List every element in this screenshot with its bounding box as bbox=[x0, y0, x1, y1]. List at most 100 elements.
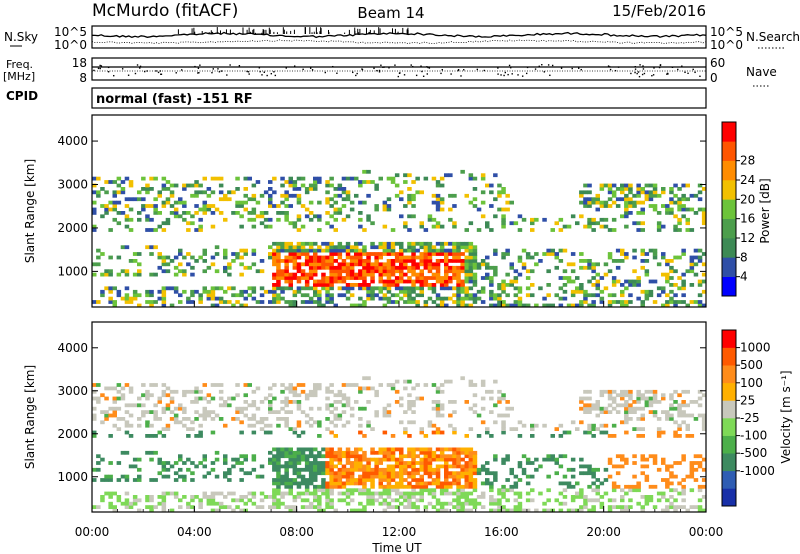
power-cell bbox=[697, 197, 703, 202]
velocity-cell bbox=[575, 495, 580, 499]
power-cell bbox=[247, 286, 252, 291]
velocity-cell bbox=[624, 505, 629, 509]
velocity-cell bbox=[472, 484, 478, 489]
power-cell bbox=[210, 289, 216, 294]
velocity-cell bbox=[304, 413, 310, 418]
velocity-cell bbox=[439, 488, 445, 493]
power-cell bbox=[366, 252, 371, 256]
velocity-cell bbox=[337, 474, 343, 479]
freq-sample bbox=[687, 72, 689, 75]
velocity-cell bbox=[317, 464, 322, 469]
power-cell bbox=[444, 303, 449, 308]
power-cell bbox=[218, 211, 224, 215]
velocity-cell bbox=[337, 467, 343, 472]
velocity-cell bbox=[407, 474, 412, 479]
velocity-cell bbox=[452, 481, 457, 486]
power-cell bbox=[308, 241, 314, 246]
power-cell bbox=[444, 262, 449, 267]
velocity-cell bbox=[677, 491, 682, 496]
power-cell bbox=[227, 190, 232, 195]
power-cell bbox=[431, 276, 437, 280]
power-cell bbox=[411, 289, 416, 294]
power-cell bbox=[202, 190, 207, 195]
power-cell bbox=[689, 262, 695, 267]
power-cell bbox=[611, 279, 617, 284]
power-cell bbox=[431, 193, 437, 198]
power-cell bbox=[386, 259, 392, 263]
power-cell bbox=[497, 296, 502, 301]
velocity-cell bbox=[423, 434, 429, 438]
velocity-cell bbox=[464, 400, 469, 404]
power-cell bbox=[223, 300, 228, 304]
power-cell bbox=[464, 269, 469, 274]
velocity-cell bbox=[313, 495, 318, 499]
power-cell bbox=[210, 224, 216, 229]
power-cell bbox=[681, 214, 686, 219]
velocity-cell bbox=[300, 383, 306, 387]
velocity-cell bbox=[439, 383, 445, 387]
power-cell bbox=[611, 276, 617, 280]
power-cell bbox=[513, 276, 519, 280]
velocity-cell bbox=[288, 410, 293, 414]
power-cell bbox=[419, 245, 424, 250]
velocity-cell bbox=[624, 403, 629, 408]
velocity-cell bbox=[669, 501, 674, 506]
power-cell bbox=[358, 276, 363, 280]
velocity-cell bbox=[403, 471, 408, 476]
freq-sample bbox=[261, 74, 263, 76]
power-cell bbox=[366, 193, 371, 198]
power-cell bbox=[276, 269, 281, 274]
velocity-cell bbox=[489, 471, 494, 476]
velocity-cell bbox=[497, 400, 502, 404]
velocity-cell bbox=[607, 396, 613, 401]
velocity-cell bbox=[358, 464, 363, 469]
power-cell bbox=[583, 200, 588, 205]
velocity-cell bbox=[165, 427, 171, 431]
power-cell bbox=[304, 190, 310, 195]
freq-sample bbox=[412, 65, 414, 68]
velocity-cell bbox=[218, 389, 224, 394]
power-cell bbox=[354, 176, 359, 181]
power-cell bbox=[308, 262, 314, 267]
power-cell bbox=[124, 269, 130, 274]
velocity-cell bbox=[382, 457, 388, 462]
velocity-cell bbox=[349, 488, 355, 493]
velocity-cell bbox=[218, 501, 224, 506]
power-cell bbox=[313, 283, 318, 287]
velocity-cell bbox=[394, 474, 400, 479]
velocity-colorbar-tick-label: -100 bbox=[740, 429, 767, 443]
velocity-cell bbox=[333, 481, 338, 486]
velocity-cell bbox=[317, 450, 322, 455]
power-cell bbox=[243, 193, 248, 198]
velocity-cell bbox=[497, 508, 502, 513]
power-cell bbox=[304, 276, 310, 280]
power-cell bbox=[313, 289, 318, 294]
power-cell bbox=[452, 255, 457, 260]
power-cell bbox=[632, 283, 637, 287]
velocity-cell bbox=[595, 488, 600, 493]
velocity-cell bbox=[399, 464, 404, 469]
power-cell bbox=[701, 303, 707, 308]
freq-sample bbox=[143, 70, 146, 73]
velocity-cell bbox=[546, 454, 551, 459]
power-cell bbox=[280, 296, 285, 301]
power-cell bbox=[145, 289, 150, 294]
velocity-cell bbox=[427, 423, 433, 428]
power-cell bbox=[697, 259, 703, 263]
velocity-cell bbox=[620, 457, 625, 462]
velocity-cell bbox=[296, 434, 302, 438]
velocity-cell bbox=[337, 478, 343, 482]
velocity-cell bbox=[464, 450, 469, 455]
velocity-cell bbox=[456, 501, 461, 506]
power-cell bbox=[341, 265, 347, 270]
freq-sample bbox=[397, 75, 400, 78]
power-cell bbox=[456, 279, 461, 284]
velocity-cell bbox=[620, 508, 625, 513]
power-cell bbox=[431, 252, 437, 256]
velocity-cell bbox=[399, 467, 404, 472]
velocity-cell bbox=[325, 501, 330, 506]
velocity-cell bbox=[178, 403, 183, 408]
power-cell bbox=[341, 217, 347, 222]
velocity-cell bbox=[648, 498, 654, 503]
velocity-cell bbox=[448, 501, 453, 506]
